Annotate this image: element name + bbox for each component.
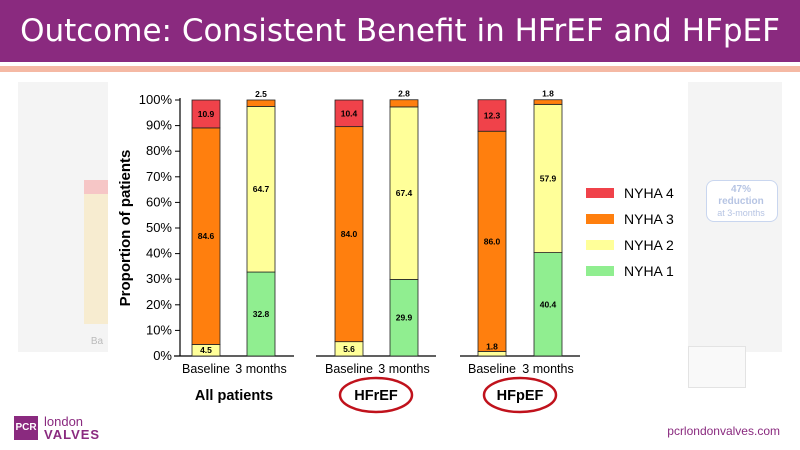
bar-segment — [389, 106, 419, 280]
y-tick-label: 0% — [153, 348, 172, 363]
group-highlight-circle — [482, 376, 558, 414]
background-bar-remnant-lower — [84, 194, 108, 324]
data-label: 2.5 — [255, 89, 267, 99]
y-tick-label: 100% — [139, 92, 173, 107]
nyha-stacked-bar-chart: 0% 10% 20% 30% 40% 50% 60% 70% 80% 90% 100% Proport… — [117, 89, 674, 414]
x-category-label: Baseline — [182, 362, 230, 376]
data-label: 84.0 — [341, 229, 358, 239]
logo-line1: london — [44, 414, 84, 429]
y-axis-title: Proportion of patients — [117, 150, 134, 307]
data-label: 67.4 — [396, 188, 413, 198]
data-label: 64.7 — [253, 184, 270, 194]
group-label: All patients — [195, 388, 273, 404]
slide-title: Outcome: Consistent Benefit in HFrEF and… — [20, 13, 780, 49]
legend-swatch — [586, 240, 614, 250]
background-reduction-when: at 3-months — [717, 208, 765, 218]
y-tick-label: 40% — [146, 246, 172, 261]
y-tick-label: 80% — [146, 143, 172, 158]
data-label: 12.3 — [484, 110, 501, 120]
bar-segment — [533, 252, 563, 357]
legend-label: NYHA 2 — [624, 237, 674, 253]
background-bar-remnant — [84, 180, 108, 194]
footer-url[interactable]: pcrlondonvalves.com — [667, 424, 780, 438]
data-label: 57.9 — [540, 173, 557, 183]
group-highlight-circle — [338, 376, 414, 414]
background-button-right — [688, 346, 746, 388]
title-banner — [0, 0, 800, 62]
y-tick-label: 60% — [146, 194, 172, 209]
bar-segment — [246, 105, 276, 273]
legend-label: NYHA 3 — [624, 211, 674, 227]
data-label: 86.0 — [484, 236, 501, 246]
y-tick-label: 20% — [146, 297, 172, 312]
background-reduction-word: reduction — [718, 196, 764, 207]
bar-segment — [246, 99, 276, 107]
x-category-label: 3 months — [235, 362, 286, 376]
data-label: 5.6 — [343, 344, 355, 354]
y-tick-label: 90% — [146, 118, 172, 133]
logo-line2: VALVES — [44, 427, 101, 442]
chart-card: 0% 10% 20% 30% 40% 50% 60% 70% 80% 90% 100% Proport… — [108, 78, 688, 418]
bar-segment — [191, 99, 221, 129]
x-category-label: 3 months — [522, 362, 573, 376]
bar-segment — [389, 279, 419, 357]
legend-label: NYHA 4 — [624, 185, 674, 201]
bar-segment — [477, 99, 507, 132]
data-label: 10.4 — [341, 108, 358, 118]
y-tick-label: 10% — [146, 322, 172, 337]
logo-mark: PCR — [14, 416, 38, 440]
data-label: 2.8 — [398, 89, 410, 99]
legend-label: NYHA 1 — [624, 263, 674, 279]
data-label: 4.5 — [200, 345, 212, 355]
background-reduction-pct: 47% — [730, 184, 751, 195]
x-category-label: Baseline — [468, 362, 516, 376]
background-axis-fragment: Ba — [90, 336, 104, 347]
bar-segment — [389, 99, 419, 108]
bar-segment — [533, 103, 563, 253]
data-label: 84.6 — [198, 231, 215, 241]
background-reduction-callout — [706, 180, 778, 222]
data-label: 29.9 — [396, 313, 413, 323]
bar-segment — [334, 126, 364, 343]
y-tick-label: 70% — [146, 169, 172, 184]
x-category-label: Baseline — [325, 362, 373, 376]
data-label: 32.8 — [253, 309, 270, 319]
bar-segment — [477, 130, 507, 352]
y-tick-label: 30% — [146, 271, 172, 286]
pcr-london-valves-logo: PCR london VALVES — [14, 414, 154, 444]
data-label: 1.8 — [542, 89, 554, 99]
x-category-label: 3 months — [378, 362, 429, 376]
y-tick-label: 50% — [146, 220, 172, 235]
bar-segment — [533, 99, 563, 105]
accent-divider — [0, 66, 800, 72]
legend-swatch — [586, 188, 614, 198]
legend-swatch — [586, 214, 614, 224]
data-label: 40.4 — [540, 299, 557, 309]
bar-segment — [477, 350, 507, 357]
data-label: 10.9 — [198, 109, 215, 119]
data-label: 1.8 — [486, 341, 498, 351]
group-label: HFrEF — [354, 388, 398, 404]
group-label: HFpEF — [497, 388, 544, 404]
legend-swatch — [586, 266, 614, 276]
bar-segment — [334, 99, 364, 128]
